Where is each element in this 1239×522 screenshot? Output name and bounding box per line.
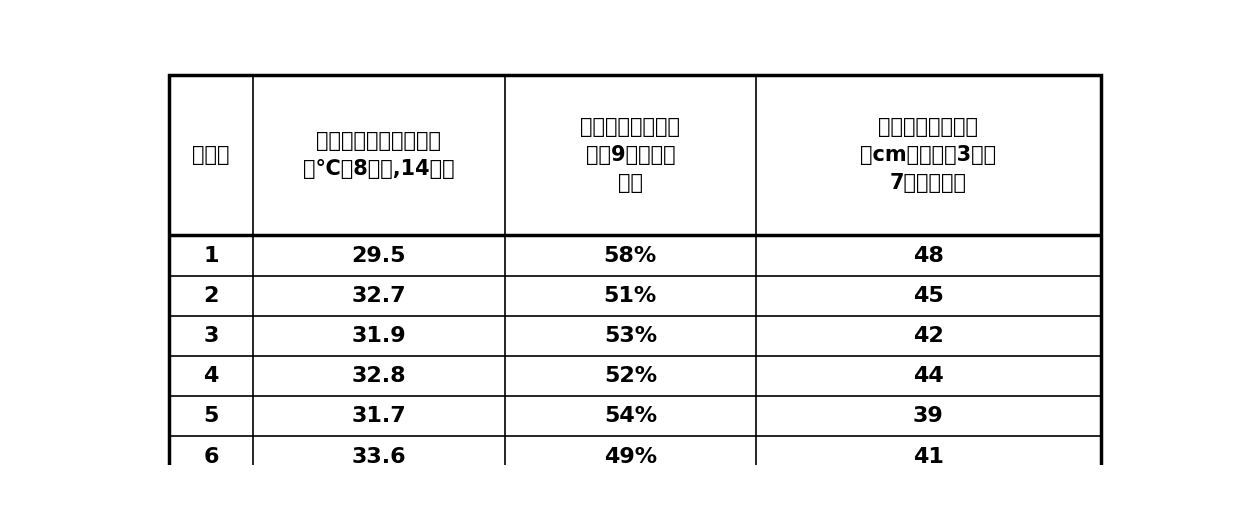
Text: 39: 39 bbox=[913, 406, 944, 426]
Text: 53%: 53% bbox=[603, 326, 657, 346]
Text: 1: 1 bbox=[203, 245, 219, 266]
Text: 29.5: 29.5 bbox=[352, 245, 406, 266]
Text: 植物存活率（栽植
当年9份月份测
量）: 植物存活率（栽植 当年9份月份测 量） bbox=[580, 117, 680, 193]
Text: 人工基质白天平均温度
（℃，8月份,14点）: 人工基质白天平均温度 （℃，8月份,14点） bbox=[304, 131, 455, 179]
Text: 42: 42 bbox=[913, 326, 944, 346]
Text: 51%: 51% bbox=[603, 286, 657, 306]
Text: 4: 4 bbox=[203, 366, 219, 386]
Text: 44: 44 bbox=[913, 366, 944, 386]
Text: 41: 41 bbox=[913, 446, 944, 467]
Text: 实施例: 实施例 bbox=[192, 145, 230, 165]
Text: 32.7: 32.7 bbox=[352, 286, 406, 306]
Text: 5: 5 bbox=[203, 406, 219, 426]
Text: 48: 48 bbox=[913, 245, 944, 266]
Text: 45: 45 bbox=[913, 286, 944, 306]
Text: 54%: 54% bbox=[603, 406, 657, 426]
Text: 49%: 49% bbox=[603, 446, 657, 467]
Text: 6: 6 bbox=[203, 446, 219, 467]
Text: 58%: 58% bbox=[603, 245, 657, 266]
Text: 32.8: 32.8 bbox=[352, 366, 406, 386]
Text: 2: 2 bbox=[203, 286, 219, 306]
Text: 3: 3 bbox=[203, 326, 219, 346]
Text: 31.9: 31.9 bbox=[352, 326, 406, 346]
Text: 植物生长平均高度
（cm，栽植第3年后
7月份测量）: 植物生长平均高度 （cm，栽植第3年后 7月份测量） bbox=[860, 117, 996, 193]
Text: 33.6: 33.6 bbox=[352, 446, 406, 467]
Text: 52%: 52% bbox=[603, 366, 657, 386]
Text: 31.7: 31.7 bbox=[352, 406, 406, 426]
